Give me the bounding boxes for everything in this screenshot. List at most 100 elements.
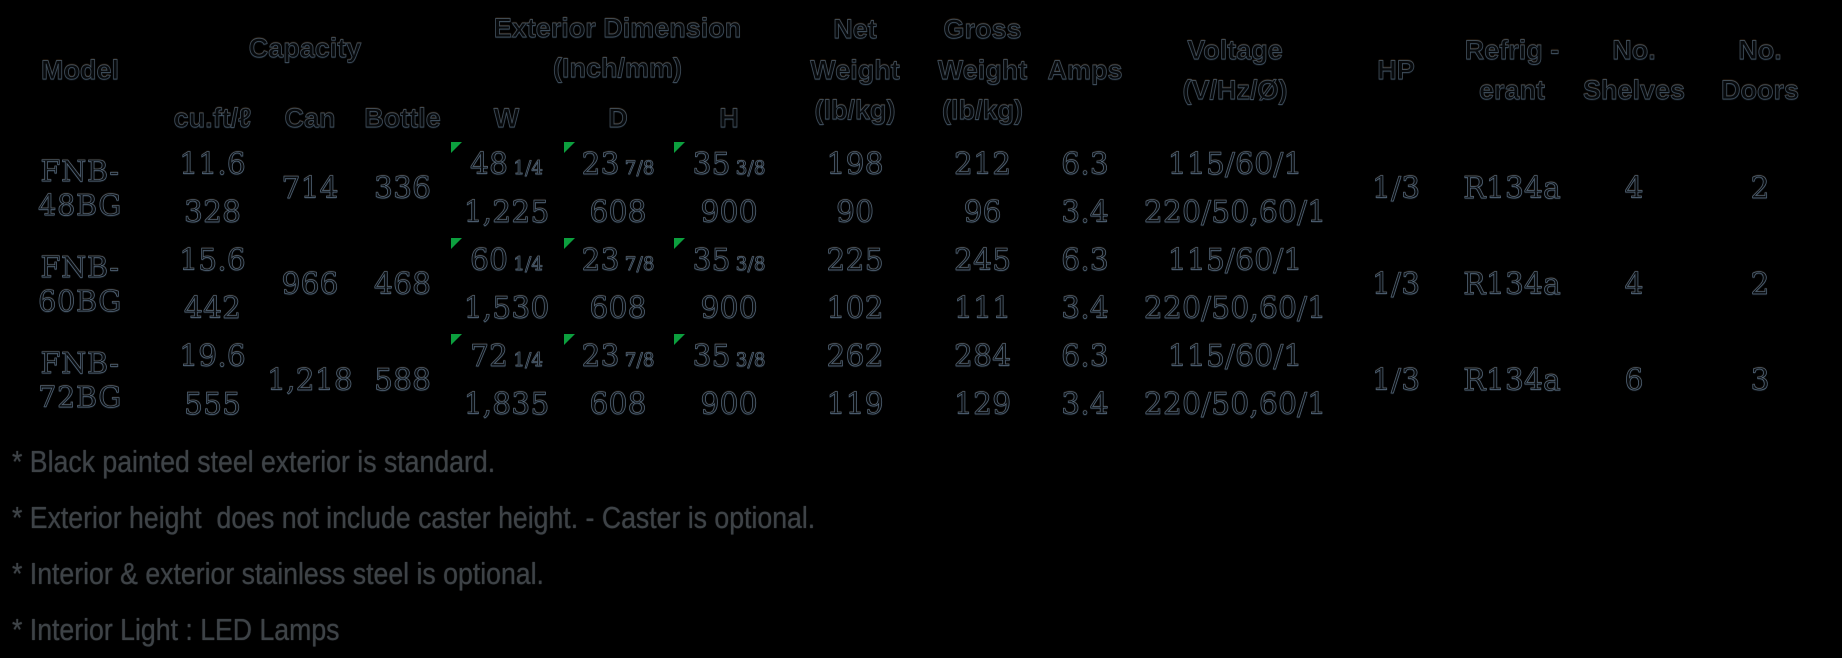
subheader-depth: D <box>608 102 628 133</box>
footnote-line: * Black painted steel exterior is standa… <box>12 434 1842 490</box>
header-net-weight-line1: Net <box>833 14 877 45</box>
cell-capacity-liters: 442 <box>183 290 242 326</box>
header-voltage-line1: Voltage <box>1187 34 1283 65</box>
cell-capacity-liters: 555 <box>183 386 242 422</box>
cell-refrigerant: R134a <box>1463 170 1562 206</box>
header-refrigerant-line2: erant <box>1479 75 1546 106</box>
cell-capacity-cuft: 19.6 <box>179 338 247 374</box>
cell-voltage-220: 220/50,60/1 <box>1143 386 1327 422</box>
cell-depth-inch: 23 7/8 <box>563 140 673 188</box>
header-net-weight-line2: Weight <box>810 54 900 85</box>
cell-amps-115v: 6.3 <box>1061 242 1110 278</box>
cell-width-mm: 1,530 <box>463 290 550 326</box>
spec-row-fnb-60bg-inch: FNB-60BG 15.6 966 468 60 1/4 23 7/8 35 3/8 … <box>0 236 1842 318</box>
cell-height-inch: 35 3/8 <box>673 236 785 284</box>
cell-gross-weight-lb: 245 <box>953 242 1012 278</box>
green-corner-flag-icon <box>451 334 463 345</box>
cell-voltage-115: 115/60/1 <box>1167 146 1303 182</box>
header-gross-weight: Gross Weight (lb/kg) <box>925 0 1040 140</box>
cell-can: 1,218 <box>267 362 354 398</box>
cell-hp: 1/3 <box>1371 362 1421 398</box>
spec-table-body: FNB-48BG 11.6 714 336 48 1/4 23 7/8 35 3/8 … <box>0 140 1842 428</box>
footnote-text: * Exterior height does not include caste… <box>12 500 816 535</box>
height-inch-fraction: 3/8 <box>735 157 766 179</box>
cell-refrigerant: R134a <box>1463 266 1562 302</box>
cell-gross-weight-kg: 96 <box>963 194 1002 230</box>
green-corner-flag-icon <box>674 334 686 345</box>
cell-width-inch: 72 1/4 <box>450 332 563 380</box>
cell-amps-220v: 3.4 <box>1061 194 1110 230</box>
cell-amps-115v: 6.3 <box>1061 146 1110 182</box>
cell-net-weight-kg: 102 <box>826 290 884 326</box>
spacer-cell <box>1824 236 1842 332</box>
cell-voltage-115: 115/60/1 <box>1167 242 1303 278</box>
height-inch-value: 35 <box>692 242 731 278</box>
cell-capacity-cuft: 15.6 <box>179 242 247 278</box>
cell-no-shelves: 4 <box>1624 266 1644 302</box>
cell-width-inch: 48 1/4 <box>450 140 563 188</box>
spec-row-fnb-48bg-mm: 328 1,225 608 900 90 96 3.4 220/50,60/1 <box>0 188 1842 236</box>
height-inch-value: 35 <box>692 338 731 374</box>
height-inch-value: 35 <box>692 146 731 182</box>
green-corner-flag-icon <box>564 238 576 249</box>
header-capacity: Capacity <box>248 32 362 63</box>
spacer-cell <box>1824 332 1842 428</box>
width-inch-value: 48 <box>469 146 509 182</box>
header-no-shelves-line1: No. <box>1612 34 1656 65</box>
subheader-bottle: Bottle <box>364 102 441 133</box>
cell-gross-weight-kg: 111 <box>953 290 1012 326</box>
header-amps: Amps <box>1047 54 1123 85</box>
spec-row-fnb-72bg-mm: 555 1,835 608 900 119 129 3.4 220/50,60/… <box>0 380 1842 428</box>
cell-model: FNB-72BG <box>38 346 122 415</box>
cell-no-shelves: 6 <box>1624 362 1644 398</box>
depth-inch-fraction: 7/8 <box>624 157 655 179</box>
height-inch-fraction: 3/8 <box>735 253 766 275</box>
subheader-height: H <box>719 102 739 133</box>
header-model: Model <box>41 54 120 85</box>
green-corner-flag-icon <box>674 142 686 153</box>
header-no-shelves-line2: Shelves <box>1582 75 1686 106</box>
depth-inch-fraction: 7/8 <box>624 349 655 371</box>
cell-model: FNB-48BG <box>38 154 122 223</box>
width-inch-fraction: 1/4 <box>513 349 544 371</box>
cell-bottle: 336 <box>373 170 432 206</box>
header-gross-weight-line1: Gross <box>943 14 1022 45</box>
header-exterior-dimension: Exterior Dimension (Inch/mm) <box>450 0 785 96</box>
subheader-width: W <box>493 102 520 133</box>
cell-width-inch: 60 1/4 <box>450 236 563 284</box>
cell-amps-115v: 6.3 <box>1061 338 1110 374</box>
green-corner-flag-icon <box>674 238 686 249</box>
cell-gross-weight-lb: 284 <box>953 338 1012 374</box>
cell-net-weight-kg: 90 <box>835 194 875 230</box>
cell-depth-inch: 23 7/8 <box>563 236 673 284</box>
depth-inch-value: 23 <box>581 338 620 374</box>
header-no-doors-line2: Doors <box>1721 75 1800 106</box>
cell-hp: 1/3 <box>1371 170 1421 206</box>
cell-net-weight-lb: 225 <box>826 242 884 278</box>
header-net-weight-line3: (lb/kg) <box>814 95 896 126</box>
header-exterior-dimension-line1: Exterior Dimension <box>493 12 742 43</box>
cell-no-doors: 3 <box>1750 362 1770 398</box>
header-voltage: Voltage (V/Hz/Ø) <box>1130 0 1340 140</box>
cell-height-mm: 900 <box>700 386 758 422</box>
depth-inch-value: 23 <box>581 146 620 182</box>
cell-height-mm: 900 <box>700 290 758 326</box>
cell-can: 966 <box>281 266 339 302</box>
footnote-line: * Interior & exterior stainless steel is… <box>12 546 1842 602</box>
cell-no-doors: 2 <box>1750 170 1770 206</box>
spec-row-fnb-72bg-inch: FNB-72BG 19.6 1,218 588 72 1/4 23 7/8 35 3/… <box>0 332 1842 414</box>
footnote-text: * Black painted steel exterior is standa… <box>12 444 496 479</box>
cell-net-weight-lb: 262 <box>826 338 884 374</box>
green-corner-flag-icon <box>564 334 576 345</box>
header-hp: HP <box>1377 54 1415 85</box>
cell-hp: 1/3 <box>1371 266 1421 302</box>
cell-height-inch: 35 3/8 <box>673 140 785 188</box>
cell-depth-inch: 23 7/8 <box>563 332 673 380</box>
cell-voltage-220: 220/50,60/1 <box>1143 194 1327 230</box>
header-gross-weight-line2: Weight <box>937 54 1028 85</box>
header-gross-weight-line3: (lb/kg) <box>942 95 1024 126</box>
cell-no-doors: 2 <box>1750 266 1770 302</box>
spec-table-header: Model Capacity Exterior Dimension (Inch/… <box>0 0 1842 140</box>
spacer-cell <box>1824 140 1842 236</box>
